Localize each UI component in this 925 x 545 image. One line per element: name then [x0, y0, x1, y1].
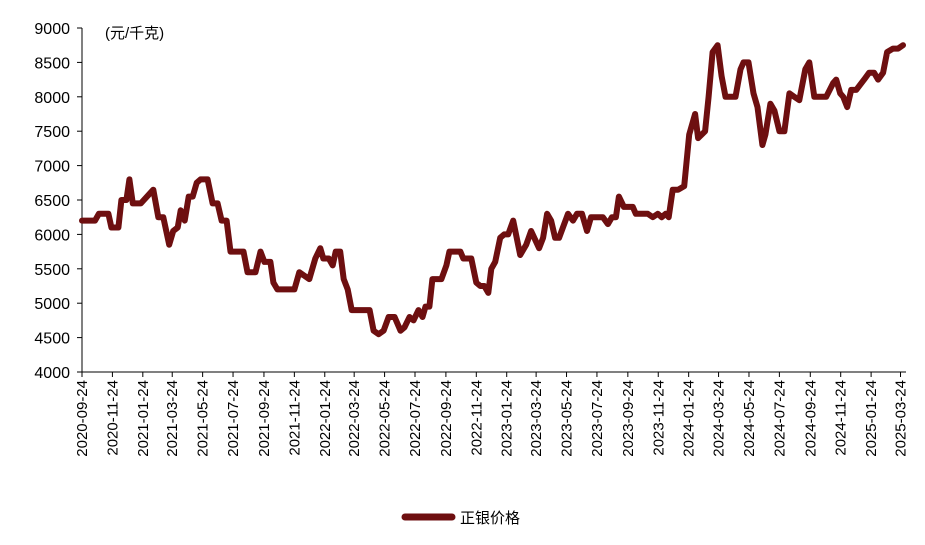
x-tick-label: 2021-05-24: [195, 380, 212, 457]
y-tick-label: 7000: [34, 159, 70, 176]
x-tick-label: 2021-11-24: [286, 380, 303, 456]
x-tick-label: 2023-11-24: [650, 380, 667, 456]
x-tick-label: 2022-05-24: [377, 380, 394, 457]
x-tick-label: 2021-07-24: [225, 380, 242, 457]
y-tick-label: 5000: [34, 296, 70, 313]
series-line-silver-paste: [79, 42, 906, 338]
x-tick-label: 2025-03-24: [893, 380, 910, 457]
y-tick-label: 7500: [34, 124, 70, 141]
x-tick-label: 2020-11-24: [104, 380, 121, 456]
x-tick-label: 2022-09-24: [438, 380, 455, 457]
x-tick-label: 2025-01-24: [863, 380, 880, 457]
x-tick-label: 2024-09-24: [802, 380, 819, 457]
x-tick-label: 2022-01-24: [317, 380, 334, 457]
y-tick-label: 4000: [34, 365, 70, 382]
x-tick-label: 2022-07-24: [407, 380, 424, 457]
y-tick-label: 4500: [34, 331, 70, 348]
y-tick-label: 9000: [34, 21, 70, 38]
y-tick-label: 6500: [34, 193, 70, 210]
x-tick-label: 2024-01-24: [681, 380, 698, 457]
x-tick-label: 2021-03-24: [164, 380, 181, 457]
x-tick-label: 2023-09-24: [620, 380, 637, 457]
x-tick-label: 2020-09-24: [74, 380, 91, 457]
y-axis: 4000 4500 5000 5500 6000 6500 7000 7500 8000 8500…: [34, 21, 83, 382]
x-tick-label: 2023-03-24: [528, 380, 545, 457]
y-tick-label: 8500: [34, 55, 70, 72]
legend-label: 正银价格: [460, 510, 520, 527]
plot-area: [79, 42, 906, 338]
y-tick-label: 6000: [34, 227, 70, 244]
x-tick-label: 2022-03-24: [346, 380, 363, 457]
x-tick-label: 2021-01-24: [135, 380, 152, 457]
x-tick-label: 2023-01-24: [499, 380, 516, 457]
unit-label: (元/千克): [105, 25, 164, 42]
x-tick-label: 2024-07-24: [771, 380, 788, 457]
x-tick-label: 2024-03-24: [711, 380, 728, 457]
x-tick-label: 2024-11-24: [833, 380, 850, 456]
x-tick-label: 2021-09-24: [256, 380, 273, 457]
x-tick-label: 2023-05-24: [559, 380, 576, 457]
x-tick-label: 2024-05-24: [741, 380, 758, 457]
y-tick-label: 8000: [34, 90, 70, 107]
x-axis: 2020-09-24 2020-11-24 2021-01-24 2021-03-24…: [74, 371, 910, 457]
x-tick-label: 2023-07-24: [589, 380, 606, 457]
legend: 正银价格: [401, 510, 520, 527]
x-tick-label: 2022-11-24: [468, 380, 485, 456]
y-tick-label: 5500: [34, 262, 70, 279]
